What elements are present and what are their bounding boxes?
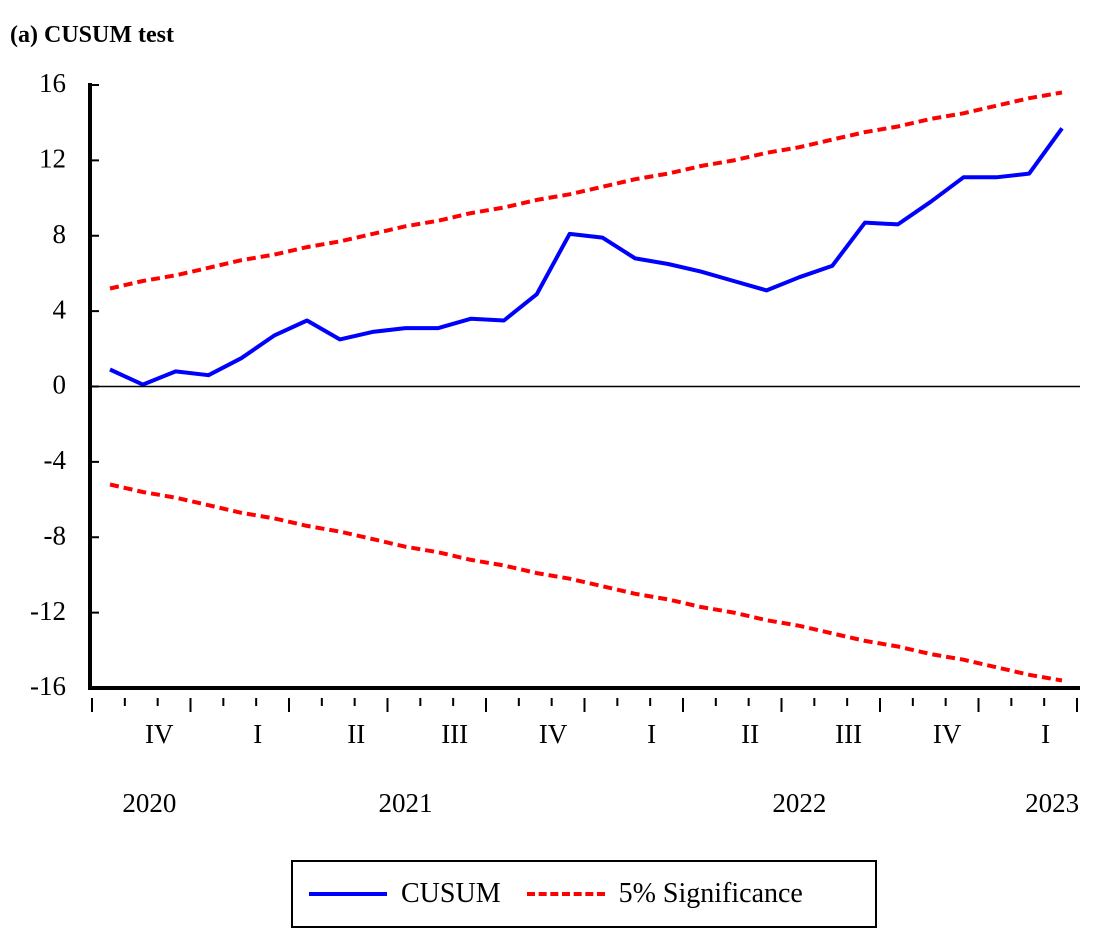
y-tick-label: 4 (53, 294, 67, 324)
series-line-5-significance (109, 90, 1063, 291)
legend-label-significance: 5% Significance (618, 878, 803, 909)
legend-label-cusum: CUSUM (401, 878, 501, 909)
x-year-label: 2022 (772, 788, 826, 818)
chart-title: (a) CUSUM test (10, 22, 174, 48)
x-quarter-label: III (441, 719, 468, 749)
y-tick-label: 16 (39, 68, 66, 98)
x-year-label: 2023 (1025, 788, 1079, 818)
x-quarter-label: IV (539, 719, 568, 749)
x-quarter-label: III (835, 719, 862, 749)
y-tick-label: -16 (30, 671, 66, 701)
legend-swatch-significance (526, 892, 605, 896)
x-quarter-label: I (253, 719, 262, 749)
y-tick-label: 0 (53, 370, 67, 400)
y-tick-label: 12 (39, 144, 66, 174)
x-quarter-label: II (741, 719, 759, 749)
y-tick-label: -4 (44, 445, 67, 475)
y-tick-label: -8 (44, 520, 67, 550)
legend-item-significance: 5% Significance (526, 878, 803, 910)
x-quarter-label: IV (145, 719, 174, 749)
series-line-5-significance-lower (109, 482, 1063, 683)
x-quarter-label: IV (933, 719, 962, 749)
y-tick-label: -12 (30, 596, 66, 626)
y-tick-label: 8 (53, 219, 67, 249)
legend: CUSUM 5% Significance (291, 860, 877, 928)
x-quarter-label: II (347, 719, 365, 749)
legend-item-cusum: CUSUM (309, 878, 501, 910)
x-quarter-label: I (647, 719, 656, 749)
legend-swatch-cusum (309, 892, 387, 896)
series-line-cusum (109, 127, 1064, 387)
x-quarter-label: I (1041, 719, 1050, 749)
x-year-label: 2020 (122, 788, 176, 818)
x-year-label: 2021 (378, 788, 432, 818)
